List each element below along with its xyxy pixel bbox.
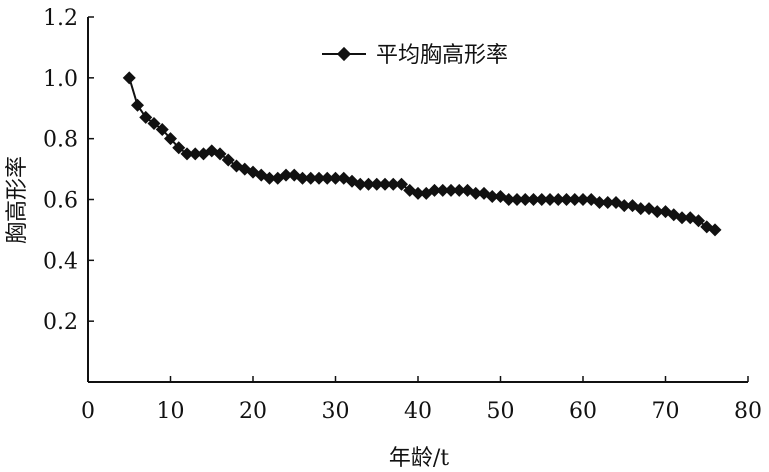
- legend: 平均胸高形率: [322, 43, 508, 68]
- data-point: [568, 193, 582, 206]
- data-point: [329, 171, 342, 185]
- data-point: [312, 171, 326, 185]
- data-point: [650, 205, 664, 219]
- data-point: [353, 177, 367, 191]
- x-tick-label: 20: [239, 399, 267, 424]
- data-point: [296, 171, 309, 185]
- data-point: [452, 183, 466, 197]
- data-point: [378, 177, 392, 191]
- data-point: [436, 183, 450, 197]
- data-point: [386, 177, 400, 191]
- y-tick-label: 1.0: [43, 67, 78, 92]
- x-tick-label: 70: [652, 399, 680, 424]
- x-tick-label: 80: [734, 399, 762, 424]
- data-point: [131, 98, 144, 112]
- data-point: [708, 223, 722, 237]
- data-point: [560, 193, 573, 206]
- data-point: [535, 193, 549, 206]
- x-axis-ticks: 0 10 20 30 40 50 60 70 80: [81, 376, 762, 424]
- data-point: [411, 186, 425, 200]
- y-tick-label: 0.6: [43, 189, 78, 214]
- data-point: [634, 202, 648, 216]
- x-tick-label: 60: [569, 399, 597, 424]
- data-point: [527, 193, 540, 206]
- data-point: [395, 177, 408, 191]
- data-point: [279, 168, 293, 182]
- data-point: [543, 193, 557, 206]
- data-point: [551, 193, 565, 206]
- data-point: [213, 147, 227, 161]
- x-tick-label: 0: [81, 399, 95, 424]
- data-point: [180, 147, 194, 161]
- data-point: [122, 71, 136, 85]
- y-tick-label: 0.2: [43, 310, 78, 335]
- data-point: [428, 183, 441, 197]
- data-point: [518, 193, 532, 206]
- data-point: [370, 177, 384, 191]
- legend-label: 平均胸高形率: [376, 43, 508, 68]
- x-tick-label: 40: [404, 399, 432, 424]
- y-tick-label: 0.8: [43, 128, 78, 153]
- data-point: [469, 186, 483, 200]
- data-point: [502, 193, 516, 206]
- x-tick-label: 30: [322, 399, 350, 424]
- data-point: [617, 199, 631, 213]
- data-point: [444, 183, 458, 197]
- data-point: [362, 177, 375, 191]
- data-point: [320, 171, 334, 185]
- y-tick-label: 1.2: [43, 6, 78, 31]
- data-point: [675, 211, 689, 225]
- data-point: [263, 171, 276, 185]
- data-point: [593, 196, 606, 210]
- legend-marker: [336, 46, 352, 62]
- series-layer: [122, 71, 722, 237]
- data-point: [485, 189, 499, 203]
- y-axis-ticks: 0.2 0.4 0.6 0.8 1.0 1.2: [43, 6, 94, 383]
- data-point: [692, 214, 705, 228]
- data-point: [601, 196, 615, 210]
- y-axis-title: 胸高形率: [5, 156, 30, 244]
- data-point: [304, 171, 318, 185]
- data-point: [155, 123, 169, 137]
- x-axis-title: 年龄/t: [389, 446, 449, 471]
- data-point: [221, 153, 235, 167]
- data-point: [510, 193, 524, 206]
- x-tick-label: 10: [157, 399, 185, 424]
- y-tick-label: 0.4: [43, 249, 78, 274]
- data-point: [139, 110, 153, 124]
- data-point: [188, 147, 202, 161]
- data-point: [172, 141, 186, 155]
- data-point: [576, 193, 590, 206]
- x-tick-label: 50: [487, 399, 515, 424]
- data-point: [147, 116, 161, 130]
- data-point: [164, 132, 177, 146]
